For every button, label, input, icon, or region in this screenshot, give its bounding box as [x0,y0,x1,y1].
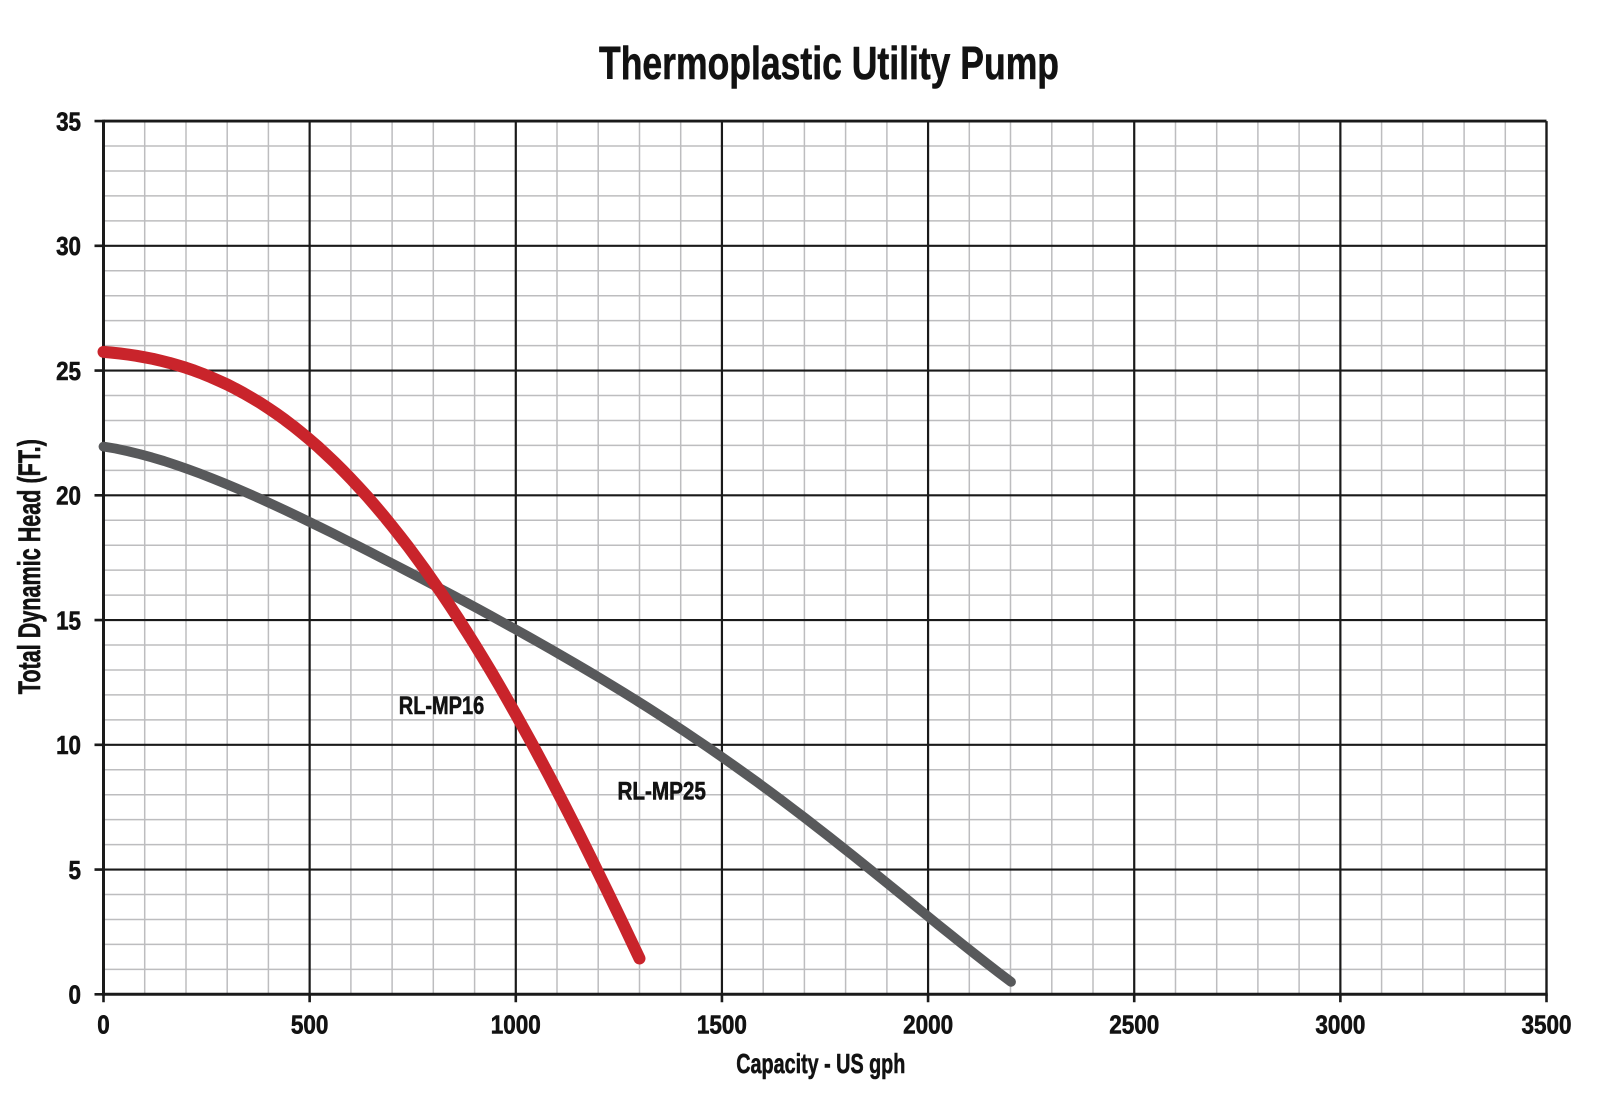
svg-text:500: 500 [291,1012,329,1040]
svg-text:20: 20 [56,483,81,511]
svg-text:3000: 3000 [1315,1012,1365,1040]
svg-text:Thermoplastic Utility Pump: Thermoplastic Utility Pump [599,37,1059,89]
svg-text:2500: 2500 [1109,1012,1159,1040]
svg-text:35: 35 [56,108,81,136]
svg-text:Total Dynamic Head (FT.): Total Dynamic Head (FT.) [11,439,47,694]
svg-text:0: 0 [97,1012,109,1040]
svg-text:3500: 3500 [1522,1012,1572,1040]
svg-text:1000: 1000 [491,1012,541,1040]
svg-text:Capacity - US gph: Capacity - US gph [736,1048,905,1079]
svg-text:10: 10 [56,732,81,760]
svg-text:5: 5 [69,857,81,885]
svg-text:30: 30 [56,233,81,261]
svg-text:0: 0 [69,982,81,1010]
svg-text:25: 25 [56,358,81,386]
svg-text:2000: 2000 [903,1012,953,1040]
svg-text:RL-MP25: RL-MP25 [617,778,706,806]
svg-text:RL-MP16: RL-MP16 [399,692,484,720]
svg-text:1500: 1500 [697,1012,747,1040]
svg-text:15: 15 [56,607,81,635]
